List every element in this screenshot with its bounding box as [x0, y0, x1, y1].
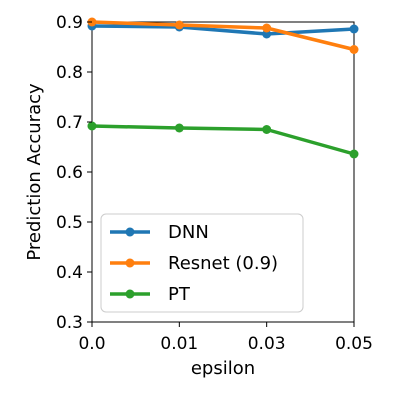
- data-point: [349, 149, 359, 159]
- legend-entry: PT: [110, 284, 191, 305]
- data-point: [174, 123, 184, 133]
- x-tick-label: 0.0: [78, 334, 105, 354]
- series-line: [90, 20, 356, 52]
- y-tick-label: 0.5: [56, 213, 83, 233]
- plot-area: [87, 17, 359, 323]
- series-line: [90, 24, 356, 36]
- legend: DNN Resnet (0.9) PT: [100, 213, 304, 313]
- legend-box: [100, 213, 304, 313]
- x-tick-label: 0.03: [248, 334, 286, 354]
- data-point: [174, 20, 184, 30]
- legend-swatch-marker: [125, 258, 135, 268]
- data-point: [262, 125, 272, 134]
- x-axis-label: epsilon: [191, 358, 255, 379]
- y-axis-label: Prediction Accuracy: [24, 83, 45, 261]
- legend-swatch-marker: [125, 289, 135, 299]
- y-tick-label: 0.7: [56, 113, 83, 133]
- y-tick-label: 0.3: [56, 313, 83, 333]
- series-layer: [87, 17, 359, 159]
- legend-label: Resnet (0.9): [168, 253, 278, 274]
- legend-entry: DNN: [110, 222, 209, 243]
- series-resnet-0-9: [87, 17, 359, 54]
- series-line: [90, 124, 356, 156]
- data-point: [262, 23, 272, 33]
- y-tick-label: 0.4: [56, 263, 83, 283]
- data-point: [349, 24, 359, 34]
- legend-label: PT: [168, 284, 191, 305]
- y-tick-label: 0.6: [56, 163, 83, 183]
- series-pt: [87, 121, 359, 159]
- legend-label: DNN: [168, 222, 209, 243]
- y-axis: 0.3 0.4 0.5 0.6 0.7 0.8 0.9: [56, 13, 92, 333]
- data-point: [87, 121, 97, 131]
- data-point: [349, 45, 359, 54]
- x-axis: 0.0 0.01 0.03 0.05: [78, 322, 373, 354]
- y-tick-label: 0.8: [56, 63, 83, 83]
- legend-entry: Resnet (0.9): [110, 253, 278, 274]
- x-tick-label: 0.01: [160, 334, 198, 354]
- y-tick-label: 0.9: [56, 13, 83, 33]
- x-tick-label: 0.05: [335, 334, 373, 354]
- legend-swatch-marker: [125, 227, 135, 237]
